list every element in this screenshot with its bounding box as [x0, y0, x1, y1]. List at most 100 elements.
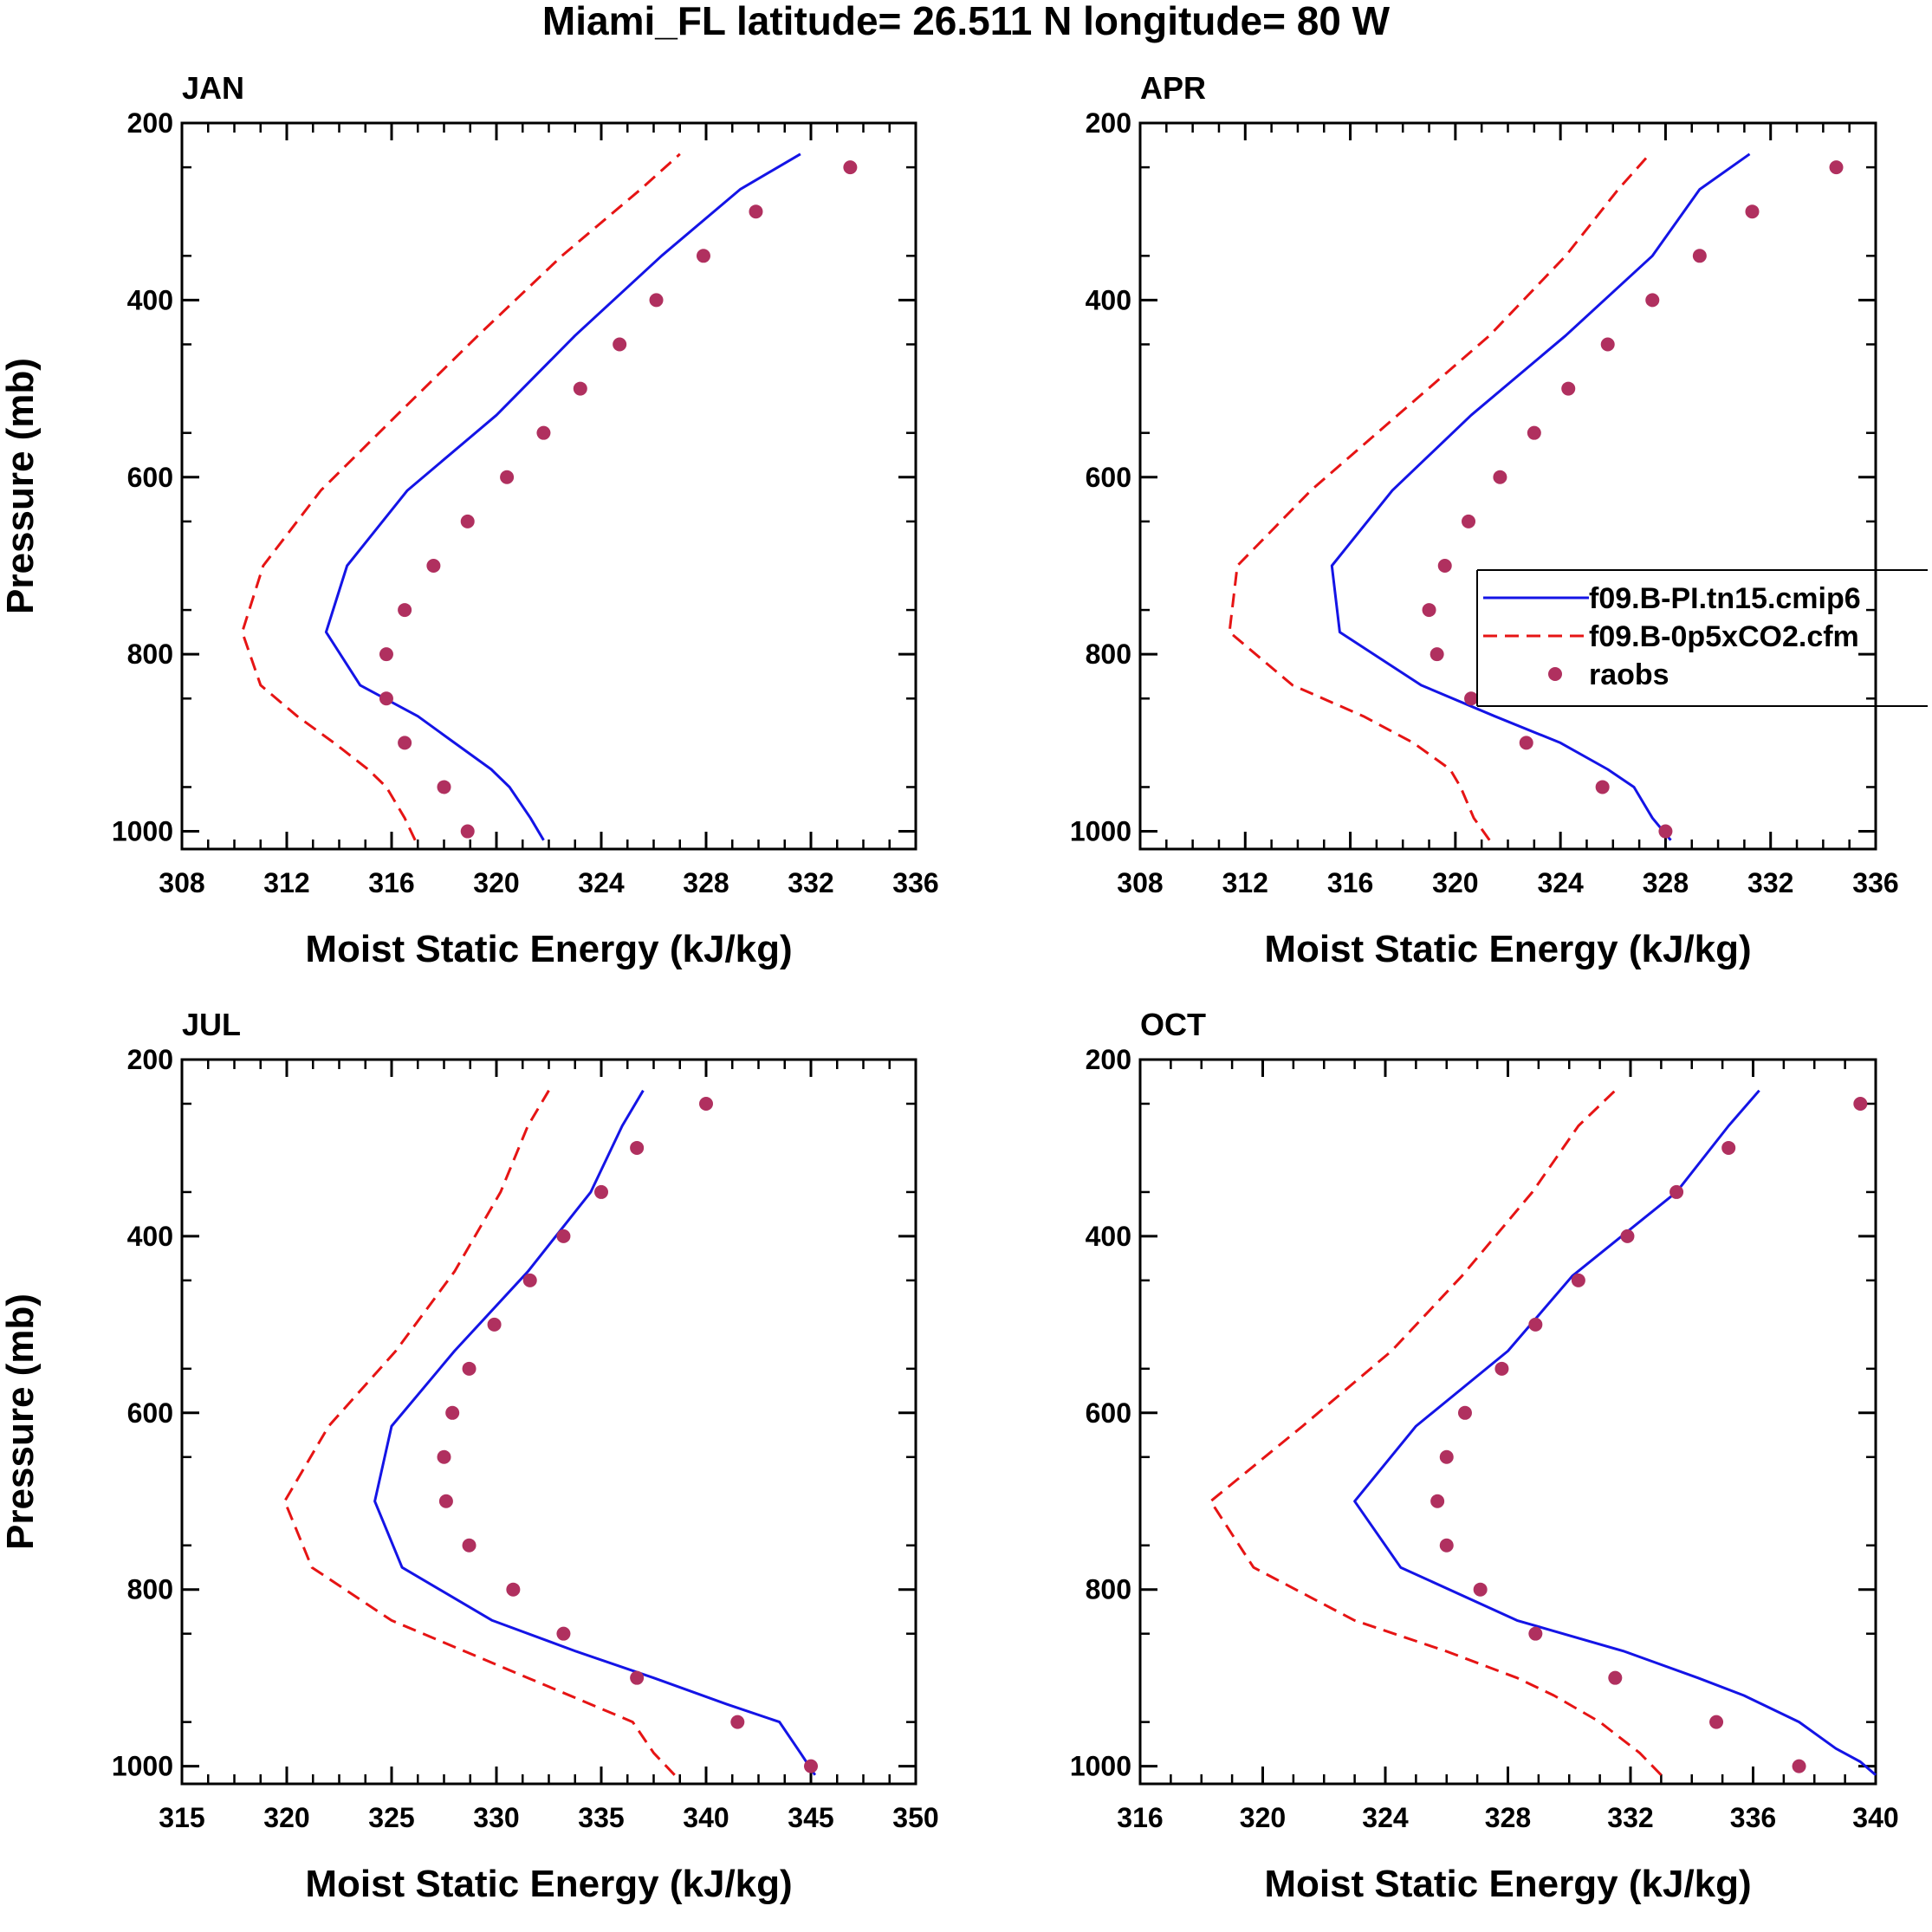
raobs-point: [426, 558, 441, 573]
raobs-point: [1595, 780, 1610, 794]
raobs-point: [1829, 160, 1844, 175]
raobs-point: [445, 1405, 460, 1420]
legend-label: raobs: [1589, 658, 1669, 691]
legend-marker-raobs: [1548, 667, 1562, 681]
x-tick-label: 316: [368, 867, 414, 898]
x-tick-label: 324: [1362, 1802, 1409, 1833]
x-tick-label: 316: [1117, 1802, 1163, 1833]
raobs-point: [1430, 647, 1444, 662]
raobs-point: [438, 1494, 453, 1508]
raobs-point: [1439, 1538, 1454, 1553]
x-tick-label: 330: [473, 1802, 519, 1833]
raobs-point: [594, 1184, 608, 1199]
y-tick-label: 600: [1086, 1397, 1131, 1429]
x-tick-label: 345: [788, 1802, 833, 1833]
y-tick-label: 600: [127, 1397, 173, 1429]
raobs-point: [506, 1582, 521, 1597]
x-tick-label: 335: [578, 1802, 624, 1833]
x-tick-label: 320: [1432, 867, 1478, 898]
raobs-point: [1608, 1670, 1623, 1685]
series-line-pi: [324, 152, 801, 841]
raobs-point: [749, 204, 763, 219]
y-tick-label: 800: [1086, 639, 1131, 670]
legend-label: f09.B-PI.tn15.cmip6: [1589, 582, 1861, 615]
y-tick-label: 200: [1086, 107, 1131, 139]
raobs-point: [487, 1317, 502, 1332]
raobs-point: [1519, 736, 1533, 750]
panels: JAN 308 312 316 320 324 328 332 336 200 400 600 800 1…: [0, 70, 1928, 1905]
raobs-point: [573, 381, 587, 396]
legend: f09.B-PI.tn15.cmip6 f09.B-0p5xCO2.cfm raob…: [1476, 569, 1928, 707]
raobs-point: [1439, 1449, 1454, 1464]
raobs-point: [696, 249, 710, 263]
x-tick-label: 332: [788, 867, 833, 898]
plot-frame: [180, 121, 917, 851]
raobs-point: [1462, 514, 1476, 528]
y-tick-label: 800: [1086, 1574, 1131, 1605]
raobs-markers: [379, 160, 858, 839]
plot-frame: [1138, 121, 1877, 851]
raobs-point: [460, 824, 475, 839]
y-tick-label: 200: [127, 107, 173, 139]
raobs-markers: [1422, 160, 1844, 839]
figure-title: Miami_FL latitude= 26.511 N longitude= 8…: [542, 0, 1391, 43]
raobs-point: [460, 514, 475, 528]
raobs-point: [556, 1626, 571, 1641]
panel-label: JAN: [182, 70, 244, 106]
raobs-point: [1721, 1140, 1736, 1155]
y-tick-label: 400: [127, 1221, 173, 1252]
raobs-point: [536, 425, 551, 440]
series-line-co2: [283, 1089, 676, 1776]
raobs-point: [630, 1670, 645, 1685]
panel-jan: JAN 308 312 316 320 324 328 332 336 200 400 600 800 1…: [0, 70, 939, 970]
raobs-point: [843, 160, 858, 175]
raobs-point: [1528, 1317, 1543, 1332]
raobs-point: [1464, 691, 1479, 706]
raobs-point: [522, 1273, 537, 1287]
x-axis-title: Moist Static Energy (kJ/kg): [1264, 928, 1751, 970]
x-tick-label: 328: [1485, 1802, 1531, 1833]
y-tick-label: 1000: [1070, 816, 1131, 847]
x-tick-label: 340: [1852, 1802, 1898, 1833]
y-tick-label: 400: [1086, 1221, 1131, 1252]
raobs-point: [379, 647, 393, 662]
raobs-point: [1620, 1229, 1635, 1243]
raobs-point: [613, 337, 627, 352]
x-tick-label: 328: [683, 867, 729, 898]
raobs-point: [462, 1538, 477, 1553]
x-tick-label: 324: [578, 867, 625, 898]
x-tick-label: 336: [892, 867, 938, 898]
panel-label: APR: [1140, 70, 1206, 106]
raobs-point: [730, 1715, 745, 1729]
raobs-markers: [1430, 1096, 1868, 1773]
x-tick-label: 328: [1643, 867, 1689, 898]
series-line-co2: [241, 152, 681, 841]
x-tick-label: 340: [683, 1802, 729, 1833]
raobs-point: [437, 780, 451, 794]
x-tick-label: 312: [263, 867, 309, 898]
raobs-point: [649, 293, 664, 308]
raobs-point: [1709, 1715, 1724, 1729]
x-tick-label: 324: [1537, 867, 1584, 898]
raobs-point: [556, 1229, 571, 1243]
raobs-point: [804, 1759, 818, 1773]
raobs-point: [1571, 1273, 1585, 1287]
raobs-point: [1853, 1096, 1868, 1111]
plot-frame: [180, 1058, 917, 1786]
raobs-point: [1422, 603, 1436, 618]
series-line-co2: [1228, 152, 1651, 841]
raobs-point: [1527, 425, 1541, 440]
x-tick-label: 332: [1747, 867, 1793, 898]
y-tick-label: 400: [127, 284, 173, 315]
raobs-point: [398, 736, 412, 750]
raobs-point: [1645, 293, 1660, 308]
series-line-pi: [1330, 152, 1751, 841]
y-tick-label: 600: [1086, 462, 1131, 493]
x-axis-title: Moist Static Energy (kJ/kg): [305, 1863, 792, 1905]
panel-label: OCT: [1140, 1007, 1206, 1042]
raobs-point: [379, 691, 393, 706]
series-line-co2: [1209, 1089, 1663, 1776]
raobs-point: [1658, 824, 1673, 839]
raobs-point: [1669, 1184, 1684, 1199]
x-tick-label: 312: [1222, 867, 1268, 898]
